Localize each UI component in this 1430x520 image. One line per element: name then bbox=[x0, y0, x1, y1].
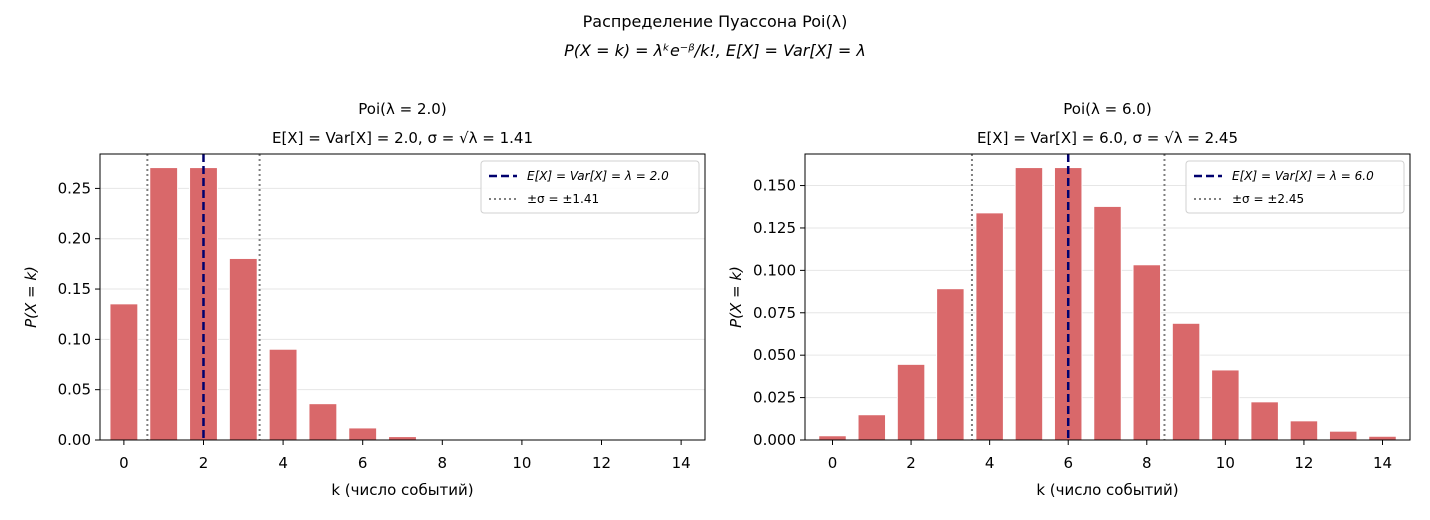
plot-frame bbox=[99, 153, 706, 441]
bar-k-5 bbox=[1014, 167, 1044, 441]
suptitle-line1: Распределение Пуассона Poi(λ) bbox=[583, 12, 848, 31]
x-tick-label: 12 bbox=[592, 454, 611, 472]
y-tick-label: 0.10 bbox=[58, 330, 91, 348]
x-tick-label: 4 bbox=[278, 454, 288, 472]
y-tick-label: 0.00 bbox=[58, 431, 91, 449]
y-axis-label: P(X = k) bbox=[22, 266, 40, 328]
suptitle-line2: P(X = k) = λᵏe⁻ᵝ/k!, E[X] = Var[X] = λ bbox=[564, 41, 866, 60]
y-tick-label: 0.25 bbox=[58, 179, 91, 197]
bar-k-7 bbox=[1093, 205, 1122, 441]
legend-sigma-label: ±σ = ±1.41 bbox=[527, 192, 599, 206]
legend-mean-label: E[X] = Var[X] = λ = 6.0 bbox=[1232, 169, 1374, 183]
y-axis-label: P(X = k) bbox=[727, 266, 745, 328]
x-tick-label: 10 bbox=[512, 454, 531, 472]
x-tick-label: 14 bbox=[1373, 454, 1392, 472]
x-tick-label: 2 bbox=[199, 454, 209, 472]
y-tick-label: 0.100 bbox=[753, 261, 796, 279]
x-tick-label: 14 bbox=[672, 454, 691, 472]
bar-k-4 bbox=[975, 212, 1004, 441]
bar-k-4 bbox=[268, 348, 298, 441]
chart-title: Poi(λ = 2.0) bbox=[358, 100, 446, 118]
bar-k-1 bbox=[149, 167, 179, 441]
bar-k-11 bbox=[1250, 401, 1279, 441]
bar-k-14 bbox=[1368, 435, 1397, 441]
legend-box bbox=[1185, 160, 1405, 214]
x-axis-label: k (число событий) bbox=[331, 481, 473, 499]
y-tick-label: 0.150 bbox=[753, 177, 796, 195]
x-tick-label: 0 bbox=[119, 454, 129, 472]
y-tick-label: 0.025 bbox=[753, 389, 796, 407]
x-tick-label: 0 bbox=[828, 454, 838, 472]
chart-poisson-lambda-6: Poi(λ = 6.0) E[X] = Var[X] = 6.0, σ = √λ … bbox=[727, 100, 1411, 499]
bar-k-5 bbox=[308, 403, 338, 441]
bar-k-13 bbox=[1328, 430, 1358, 441]
chart-title: Poi(λ = 6.0) bbox=[1063, 100, 1151, 118]
y-tick-label: 0.125 bbox=[753, 219, 796, 237]
chart-subtitle: E[X] = Var[X] = 6.0, σ = √λ = 2.45 bbox=[977, 129, 1238, 147]
chart-poisson-lambda-2: Poi(λ = 2.0) E[X] = Var[X] = 2.0, σ = √λ … bbox=[22, 100, 706, 499]
bar-k-6 bbox=[348, 427, 378, 441]
legend-sigma-label: ±σ = ±2.45 bbox=[1232, 192, 1304, 206]
bar-k-12 bbox=[1289, 420, 1319, 441]
bar-k-3 bbox=[936, 288, 965, 441]
bar-k-0 bbox=[109, 303, 139, 441]
bar-k-0 bbox=[818, 435, 847, 441]
x-tick-label: 6 bbox=[358, 454, 368, 472]
bar-k-7 bbox=[388, 436, 417, 441]
bar-k-1 bbox=[857, 414, 887, 441]
y-tick-label: 0.075 bbox=[753, 304, 796, 322]
bar-k-3 bbox=[228, 257, 258, 441]
bar-k-10 bbox=[1211, 369, 1240, 441]
x-tick-label: 2 bbox=[906, 454, 916, 472]
x-tick-label: 8 bbox=[438, 454, 448, 472]
y-tick-label: 0.20 bbox=[58, 230, 91, 248]
bar-k-2 bbox=[896, 363, 926, 441]
x-tick-label: 6 bbox=[1063, 454, 1073, 472]
bar-k-9 bbox=[1171, 322, 1201, 441]
x-tick-label: 12 bbox=[1294, 454, 1313, 472]
y-tick-label: 0.05 bbox=[58, 381, 91, 399]
y-tick-label: 0.15 bbox=[58, 280, 91, 298]
y-tick-label: 0.050 bbox=[753, 346, 796, 364]
x-axis-label: k (число событий) bbox=[1036, 481, 1178, 499]
x-tick-label: 10 bbox=[1216, 454, 1235, 472]
y-tick-label: 0.000 bbox=[753, 431, 796, 449]
x-tick-label: 4 bbox=[985, 454, 995, 472]
plot-frame bbox=[804, 153, 1411, 441]
legend-mean-label: E[X] = Var[X] = λ = 2.0 bbox=[527, 169, 669, 183]
x-tick-label: 8 bbox=[1142, 454, 1152, 472]
legend-box bbox=[480, 160, 700, 214]
chart-subtitle: E[X] = Var[X] = 2.0, σ = √λ = 1.41 bbox=[272, 129, 533, 147]
bar-k-8 bbox=[1132, 264, 1162, 441]
